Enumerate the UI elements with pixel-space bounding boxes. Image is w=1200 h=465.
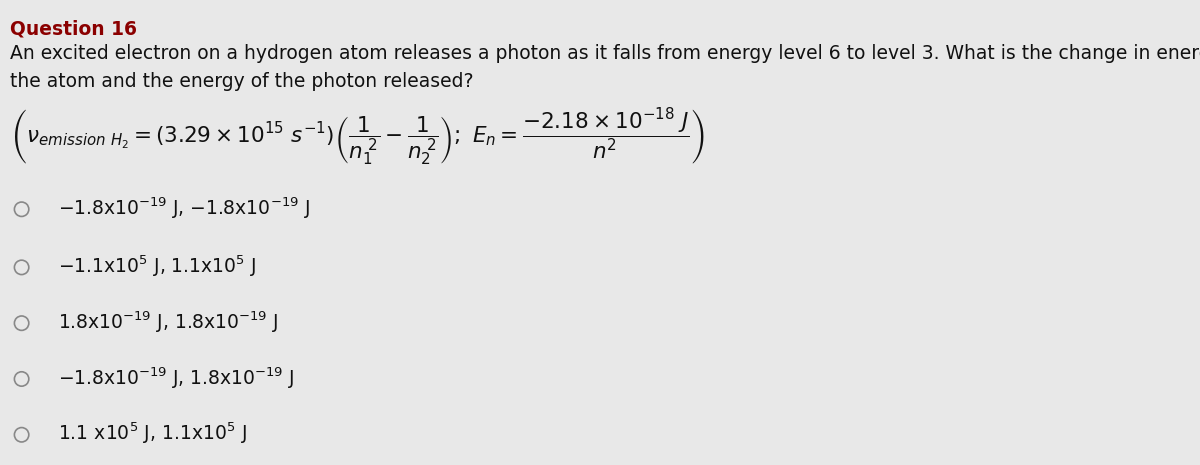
Text: An excited electron on a hydrogen atom releases a photon as it falls from energy: An excited electron on a hydrogen atom r… [10, 44, 1200, 63]
Text: $1.1\ \mathrm{x}10^{5}$ J, $1.1\mathrm{x}10^{5}$ J: $1.1\ \mathrm{x}10^{5}$ J, $1.1\mathrm{x… [58, 421, 246, 446]
Text: $-1.8\mathrm{x}10^{-19}$ J, $-1.8\mathrm{x}10^{-19}$ J: $-1.8\mathrm{x}10^{-19}$ J, $-1.8\mathrm… [58, 195, 310, 221]
Text: $1.8\mathrm{x}10^{-19}$ J, $1.8\mathrm{x}10^{-19}$ J: $1.8\mathrm{x}10^{-19}$ J, $1.8\mathrm{x… [58, 309, 278, 335]
Text: Question 16: Question 16 [10, 20, 137, 39]
Text: $\left( \nu_{\mathit{emission}\ H_2} = \left(3.29 \times 10^{15}\ s^{-1}\right)\: $\left( \nu_{\mathit{emission}\ H_2} = \… [10, 107, 704, 168]
Text: the atom and the energy of the photon released?: the atom and the energy of the photon re… [10, 72, 473, 91]
Text: $-1.8\mathrm{x}10^{-19}$ J, $1.8\mathrm{x}10^{-19}$ J: $-1.8\mathrm{x}10^{-19}$ J, $1.8\mathrm{… [58, 365, 294, 391]
Text: $-1.1\mathrm{x}10^{5}$ J, $1.1\mathrm{x}10^{5}$ J: $-1.1\mathrm{x}10^{5}$ J, $1.1\mathrm{x}… [58, 253, 256, 279]
